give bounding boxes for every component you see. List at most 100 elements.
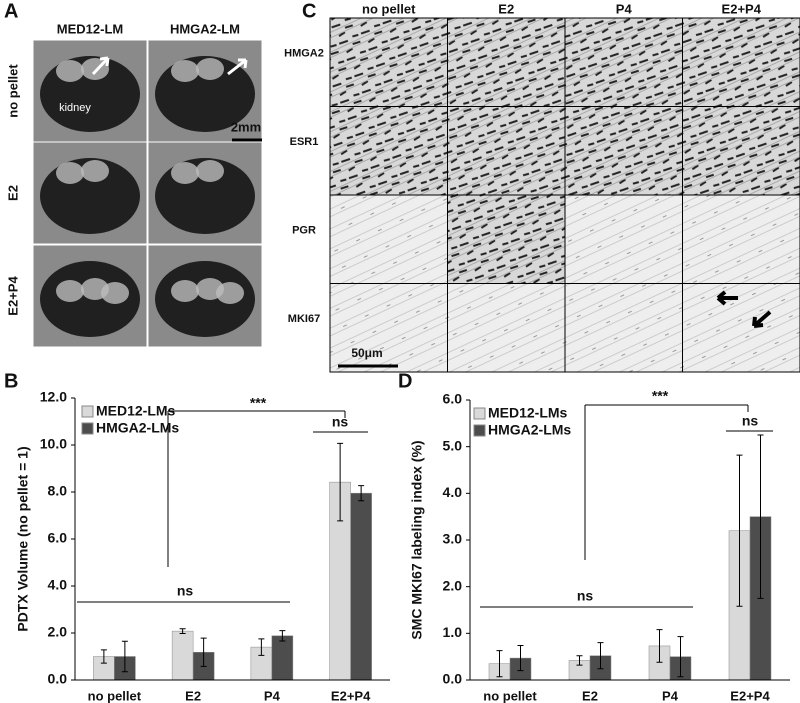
column-label: P4 (616, 1, 633, 16)
row-label: E2 (5, 185, 20, 201)
panel-label: A (4, 0, 18, 22)
panel-label: C (302, 0, 316, 22)
y-tick-label: 5.0 (443, 437, 463, 453)
y-tick-label: 8.0 (48, 483, 68, 499)
micrograph (564, 283, 683, 373)
row-label: no pellet (5, 64, 20, 118)
tumor (171, 162, 199, 184)
x-tick-label: no pellet (88, 688, 142, 703)
legend-label: HMGA2-LMs (488, 422, 571, 438)
y-tick-label: 2.0 (443, 577, 463, 593)
row-label: MKI67 (288, 313, 320, 325)
legend-swatch (81, 405, 94, 418)
tumor (56, 162, 84, 184)
y-tick-label: 12.0 (40, 389, 67, 405)
error-bar (279, 630, 286, 642)
legend-label: HMGA2-LMs (96, 420, 179, 436)
error-bar (258, 638, 265, 656)
bar (350, 492, 372, 681)
micrograph (564, 194, 683, 284)
error-bar (100, 649, 107, 664)
scale-label: 2mm (231, 119, 261, 134)
row-label: ESR1 (290, 136, 319, 148)
panel-label: D (398, 370, 412, 392)
x-tick-label: E2+P4 (331, 688, 371, 703)
legend-swatch (473, 407, 486, 420)
tumor (216, 282, 244, 304)
y-tick-label: 6.0 (48, 530, 68, 546)
micrograph (682, 17, 800, 107)
micrograph (447, 283, 566, 373)
error-bar (337, 442, 344, 522)
column-label: E2+P4 (722, 1, 762, 16)
y-tick-label: 0.0 (48, 671, 68, 687)
bar (271, 635, 294, 681)
legend-label: MED12-LMs (96, 403, 176, 419)
arrow (227, 58, 248, 76)
tumor (81, 160, 109, 182)
y-tick-label: 4.0 (48, 577, 68, 593)
annotation: ns (577, 588, 594, 604)
y-tick-label: 10.0 (40, 436, 67, 452)
legend-label: MED12-LMs (488, 405, 568, 421)
micrograph (447, 194, 566, 284)
y-tick-label: 1.0 (443, 624, 463, 640)
tumor (101, 282, 129, 304)
x-tick-label: E2 (582, 688, 598, 703)
error-bar (656, 629, 663, 663)
micrograph (329, 106, 448, 196)
column-label: MED12-LM (57, 21, 123, 36)
column-label: E2 (498, 1, 514, 16)
micrograph (682, 106, 800, 196)
error-bar (179, 628, 186, 634)
column-label: no pellet (362, 1, 416, 16)
x-tick-label: E2+P4 (730, 688, 770, 703)
row-label: HMGA2 (284, 47, 324, 59)
scale-label: 50μm (351, 346, 382, 360)
arrow (716, 290, 738, 306)
micrograph (564, 106, 683, 196)
x-tick-label: P4 (264, 688, 281, 703)
tumor (56, 60, 84, 82)
x-tick-label: no pellet (483, 688, 537, 703)
error-bar (200, 637, 207, 667)
micrograph (682, 283, 800, 373)
micrograph (329, 194, 448, 284)
error-bar (496, 650, 503, 678)
y-axis-title: PDTX Volume (no pellet = 1) (15, 446, 31, 631)
micrograph (329, 283, 448, 373)
tumor (171, 60, 199, 82)
y-tick-label: 4.0 (443, 484, 463, 500)
arrow (91, 56, 110, 76)
error-bar (736, 454, 743, 607)
arrow (752, 310, 772, 328)
error-bar (121, 640, 128, 673)
annotation: ns (332, 414, 349, 430)
legend-swatch (473, 424, 486, 437)
legend-swatch (81, 422, 94, 435)
tumor (56, 280, 84, 302)
error-bar (517, 644, 524, 672)
y-tick-label: 0.0 (443, 671, 463, 687)
y-axis-title: SMC MKI67 labeling index (%) (409, 440, 425, 639)
annotation: ns (177, 583, 194, 599)
error-bar (597, 642, 604, 670)
annotation: *** (250, 395, 267, 411)
annotation: ns (742, 413, 759, 429)
x-tick-label: P4 (662, 688, 679, 703)
column-label: HMGA2-LM (170, 21, 240, 36)
tumor (196, 160, 224, 182)
error-bar (576, 655, 583, 666)
micrograph (682, 194, 800, 284)
annotation: *** (652, 388, 669, 404)
tumor (171, 280, 199, 302)
tumor (196, 58, 224, 80)
micrograph (329, 17, 448, 107)
error-bar (358, 485, 365, 502)
y-tick-label: 6.0 (443, 391, 463, 407)
micrograph (447, 17, 566, 107)
y-tick-label: 3.0 (443, 531, 463, 547)
annotation: kidney (59, 102, 91, 114)
bar (171, 630, 194, 681)
